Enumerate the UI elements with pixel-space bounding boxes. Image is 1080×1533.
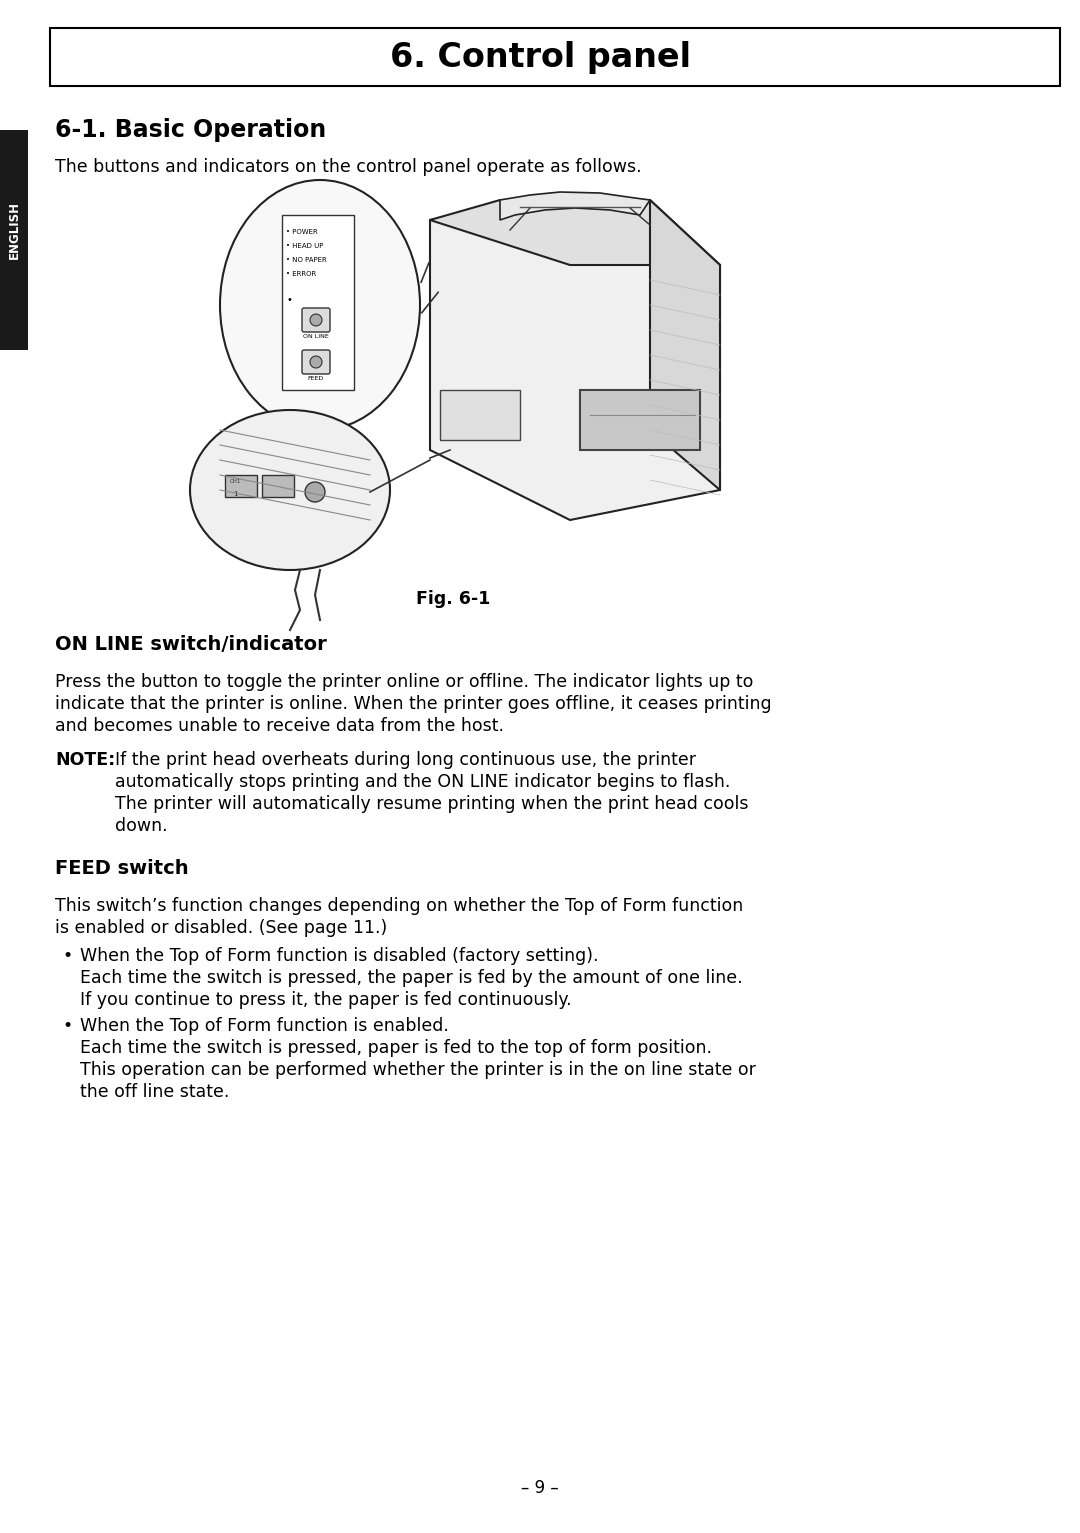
Text: 6. Control panel: 6. Control panel [390, 40, 690, 74]
Text: •: • [62, 1016, 72, 1035]
Text: the off line state.: the off line state. [80, 1082, 229, 1101]
Bar [262, 475, 294, 497]
Text: is enabled or disabled. (See page 11.): is enabled or disabled. (See page 11.) [55, 918, 388, 937]
Text: down.: down. [114, 817, 167, 835]
Bar [50, 28, 1059, 86]
Text: automatically stops printing and the ON LINE indicator begins to flash.: automatically stops printing and the ON … [114, 773, 730, 791]
Text: 6-1. Basic Operation: 6-1. Basic Operation [55, 118, 326, 143]
Circle shape [310, 356, 322, 368]
Text: The buttons and indicators on the control panel operate as follows.: The buttons and indicators on the contro… [55, 158, 642, 176]
Polygon shape [430, 199, 720, 265]
Text: – 9 –: – 9 – [522, 1479, 558, 1498]
Text: • HEAD UP: • HEAD UP [286, 244, 323, 248]
Text: FEED: FEED [308, 376, 324, 382]
Text: •: • [286, 294, 292, 305]
Text: and becomes unable to receive data from the host.: and becomes unable to receive data from … [55, 717, 504, 734]
Ellipse shape [190, 409, 390, 570]
Text: NOTE:: NOTE: [55, 751, 116, 770]
Text: ENGLISH: ENGLISH [8, 201, 21, 259]
Bar [440, 389, 519, 440]
Polygon shape [430, 195, 720, 520]
Polygon shape [500, 192, 650, 221]
Text: If you continue to press it, the paper is fed continuously.: If you continue to press it, the paper i… [80, 990, 571, 1009]
Text: 1: 1 [233, 491, 238, 497]
Text: indicate that the printer is online. When the printer goes offline, it ceases pr: indicate that the printer is online. Whe… [55, 694, 771, 713]
Bar [225, 475, 257, 497]
Text: Each time the switch is pressed, the paper is fed by the amount of one line.: Each time the switch is pressed, the pap… [80, 969, 743, 987]
Text: When the Top of Form function is disabled (factory setting).: When the Top of Form function is disable… [80, 947, 598, 964]
Text: Press the button to toggle the printer online or offline. The indicator lights u: Press the button to toggle the printer o… [55, 673, 754, 691]
Ellipse shape [220, 179, 420, 429]
Circle shape [305, 481, 325, 501]
Text: • NO PAPER: • NO PAPER [286, 258, 327, 264]
Text: FEED switch: FEED switch [55, 858, 189, 878]
Text: This switch’s function changes depending on whether the Top of Form function: This switch’s function changes depending… [55, 897, 743, 915]
Polygon shape [650, 199, 720, 491]
Text: •: • [62, 947, 72, 964]
Text: This operation can be performed whether the printer is in the on line state or: This operation can be performed whether … [80, 1061, 756, 1079]
Text: CH1: CH1 [230, 478, 241, 484]
Text: ON LINE: ON LINE [303, 334, 329, 339]
Text: When the Top of Form function is enabled.: When the Top of Form function is enabled… [80, 1016, 449, 1035]
Bar [282, 215, 354, 389]
Text: If the print head overheats during long continuous use, the printer: If the print head overheats during long … [114, 751, 696, 770]
Text: ON LINE switch/indicator: ON LINE switch/indicator [55, 635, 327, 655]
FancyBboxPatch shape [302, 350, 330, 374]
Text: • ERROR: • ERROR [286, 271, 316, 277]
Text: Each time the switch is pressed, paper is fed to the top of form position.: Each time the switch is pressed, paper i… [80, 1039, 712, 1056]
FancyBboxPatch shape [302, 308, 330, 333]
Text: The printer will automatically resume printing when the print head cools: The printer will automatically resume pr… [114, 796, 748, 812]
Text: • POWER: • POWER [286, 228, 318, 235]
Text: Fig. 6-1: Fig. 6-1 [417, 590, 490, 609]
Polygon shape [580, 389, 700, 451]
Circle shape [310, 314, 322, 327]
Bar [0, 130, 28, 350]
